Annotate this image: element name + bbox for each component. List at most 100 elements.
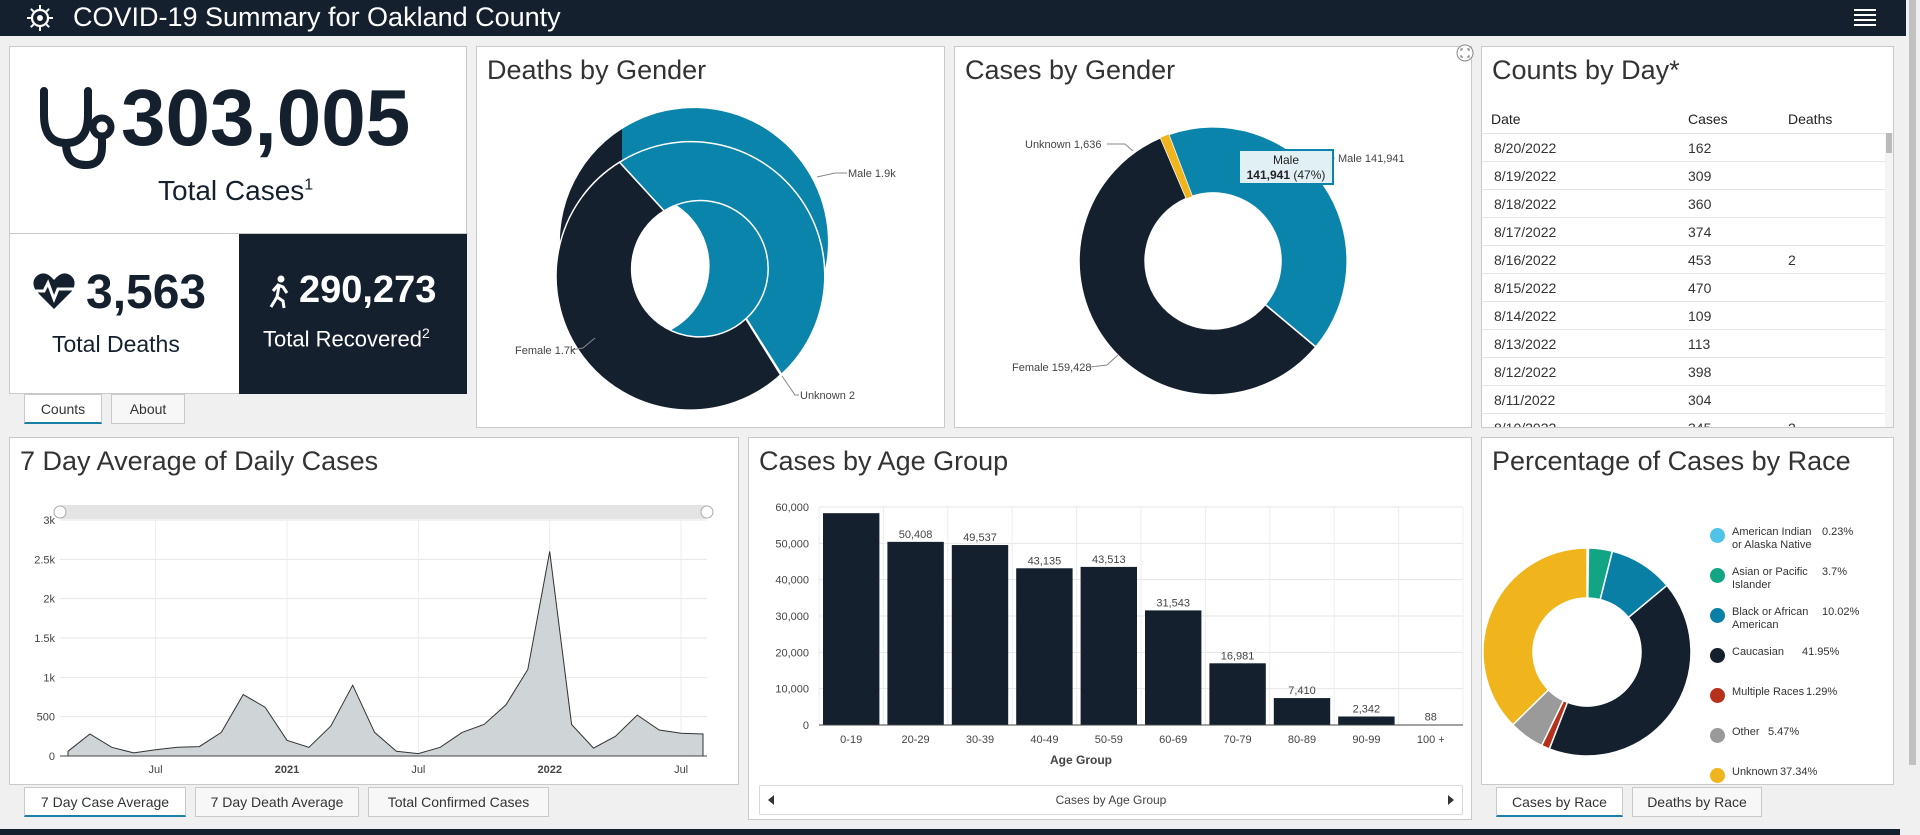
bar-30-39[interactable] xyxy=(951,545,1009,725)
age-group-panel: Cases by Age Group 0 10,000 20,000 30,000 40… xyxy=(748,437,1472,820)
app-title: COVID-19 Summary for Oakland County xyxy=(73,2,561,32)
deaths-female-label: Female 1.7k xyxy=(515,345,576,357)
hamburger-menu-icon[interactable] xyxy=(1854,6,1876,26)
counts-table-body: 8/20/2022 162 8/19/2022 309 8/18/2022 360 8/17… xyxy=(1482,133,1892,428)
total-cases-footnote: 1 xyxy=(304,176,314,194)
column-cases[interactable]: Cases xyxy=(1688,111,1728,127)
table-row[interactable]: 8/15/2022 470 xyxy=(1482,273,1892,301)
bar-20-29[interactable] xyxy=(887,541,944,725)
range-slider-handle-left[interactable] xyxy=(53,505,67,519)
total-deaths-value: 3,563 xyxy=(86,266,207,319)
column-deaths[interactable]: Deaths xyxy=(1788,111,1833,127)
legend-value: 37.34% xyxy=(1780,766,1818,778)
tab-counts[interactable]: Counts xyxy=(24,394,102,424)
expand-icon[interactable] xyxy=(1455,43,1475,63)
legend-item[interactable]: American Indian or Alaska Native 0.23% xyxy=(1710,526,1890,560)
column-date[interactable]: Date xyxy=(1491,111,1521,127)
cases-male-label: Male 141,941 xyxy=(1338,153,1405,165)
legend-item[interactable]: Asian or Pacific Islander 3.7% xyxy=(1710,566,1890,600)
chevron-right-icon[interactable] xyxy=(1448,795,1454,805)
seven-day-chart: 0 500 1k 1.5k 2k 2.5k 3k Jul 2021 Jul 2022 Jul xyxy=(34,505,714,776)
total-cases-value: 303,005 xyxy=(121,73,411,162)
legend-item[interactable]: Black or African American 10.02% xyxy=(1710,606,1890,640)
y-tick-label: 500 xyxy=(37,712,55,724)
table-row[interactable]: 8/17/2022 374 xyxy=(1482,217,1892,245)
row-date: 8/18/2022 xyxy=(1494,196,1557,212)
bar-40-49[interactable] xyxy=(1016,568,1073,725)
tab-7-day-death-average[interactable]: 7 Day Death Average xyxy=(195,787,359,817)
legend-item[interactable]: Other 5.47% xyxy=(1710,726,1890,760)
legend-swatch xyxy=(1710,568,1725,583)
legend-value: 41.95% xyxy=(1802,646,1840,658)
table-row[interactable]: 8/12/2022 398 xyxy=(1482,357,1892,385)
chevron-left-icon[interactable] xyxy=(768,795,774,805)
bar-0-19[interactable] xyxy=(823,513,880,725)
tooltip-value-line: 141,941 (47%) xyxy=(1240,168,1332,183)
table-row[interactable]: 8/19/2022 309 xyxy=(1482,161,1892,189)
tab-cases-by-race[interactable]: Cases by Race xyxy=(1496,787,1623,817)
tab-7-day-case-average[interactable]: 7 Day Case Average xyxy=(24,787,186,817)
x-tick-label: 20-29 xyxy=(902,734,930,746)
legend-swatch xyxy=(1710,528,1725,543)
recovered-box xyxy=(239,234,467,394)
table-scrollbar-thumb[interactable] xyxy=(1886,133,1892,153)
y-tick-label: 2k xyxy=(43,594,55,606)
x-tick-label: 2021 xyxy=(275,764,299,776)
tab-total-confirmed-cases[interactable]: Total Confirmed Cases xyxy=(368,787,549,817)
range-slider-handle-right[interactable] xyxy=(700,505,714,519)
y-tick-label: 3k xyxy=(43,515,55,527)
bar-70-79[interactable] xyxy=(1209,663,1266,725)
row-date: 8/11/2022 xyxy=(1494,392,1556,408)
range-slider-track[interactable] xyxy=(60,505,707,519)
deaths-male-label: Male 1.9k xyxy=(848,168,896,180)
race-slice[interactable] xyxy=(1548,584,1692,757)
legend-item[interactable]: Multiple Races 1.29% xyxy=(1710,686,1890,720)
bar-data-label: 88 xyxy=(1425,712,1437,724)
cases-female-slice[interactable] xyxy=(1078,136,1317,396)
deaths-donut-male[interactable] xyxy=(618,140,826,376)
legend-swatch xyxy=(1710,688,1725,703)
table-row[interactable]: 8/10/2022 345 2 xyxy=(1482,413,1892,428)
race-slice[interactable] xyxy=(1482,547,1588,726)
cases-unknown-slice[interactable] xyxy=(1160,134,1193,199)
table-row[interactable]: 8/11/2022 304 xyxy=(1482,385,1892,413)
table-row[interactable]: 8/18/2022 360 xyxy=(1482,189,1892,217)
row-deaths: 2 xyxy=(1788,420,1796,428)
bar-80-89[interactable] xyxy=(1273,698,1331,725)
bar-50-59[interactable] xyxy=(1080,566,1137,725)
deaths-by-gender-title: Deaths by Gender xyxy=(487,55,707,85)
y-tick-label: 0 xyxy=(49,751,55,763)
legend-label: American Indian or Alaska Native xyxy=(1732,526,1812,551)
stethoscope-icon xyxy=(40,87,115,170)
bar-data-label: 7,410 xyxy=(1288,685,1316,697)
x-tick-label: 60-69 xyxy=(1159,734,1187,746)
daily-cases-area[interactable] xyxy=(67,551,704,757)
counts-by-day-title: Counts by Day* xyxy=(1492,55,1680,85)
deaths-donut-female[interactable] xyxy=(555,161,782,411)
total-recovered-label-text: Total Recovered xyxy=(263,326,422,352)
page-scrollbar[interactable] xyxy=(1906,0,1920,835)
x-tick-label: 70-79 xyxy=(1224,734,1252,746)
bar-90-99[interactable] xyxy=(1338,716,1395,725)
legend-value: 5.47% xyxy=(1768,726,1800,738)
y-tick-label: 2.5k xyxy=(34,554,55,566)
legend-label: Asian or Pacific Islander xyxy=(1732,566,1808,591)
table-row[interactable]: 8/14/2022 109 xyxy=(1482,301,1892,329)
race-chart xyxy=(1482,547,1692,757)
x-axis-title: Age Group xyxy=(1050,753,1112,767)
table-row[interactable]: 8/20/2022 162 xyxy=(1482,133,1892,161)
y-tick-label: 30,000 xyxy=(775,611,809,623)
legend-swatch xyxy=(1710,768,1725,783)
tab-deaths-by-race[interactable]: Deaths by Race xyxy=(1632,787,1762,817)
table-row[interactable]: 8/16/2022 453 2 xyxy=(1482,245,1892,273)
table-scrollbar[interactable] xyxy=(1885,133,1893,427)
legend-item[interactable]: Caucasian 41.95% xyxy=(1710,646,1890,680)
cases-unknown-label: Unknown 1,636 xyxy=(1025,139,1101,151)
age-group-title: Cases by Age Group xyxy=(759,446,1009,476)
race-panel: Percentage of Cases by Race American Ind… xyxy=(1481,437,1894,785)
page-scrollbar-thumb[interactable] xyxy=(1909,0,1916,765)
bar-60-69[interactable] xyxy=(1145,610,1202,725)
table-row[interactable]: 8/13/2022 113 xyxy=(1482,329,1892,357)
tab-about[interactable]: About xyxy=(111,394,185,424)
legend-item[interactable]: Unknown 37.34% xyxy=(1710,766,1890,800)
